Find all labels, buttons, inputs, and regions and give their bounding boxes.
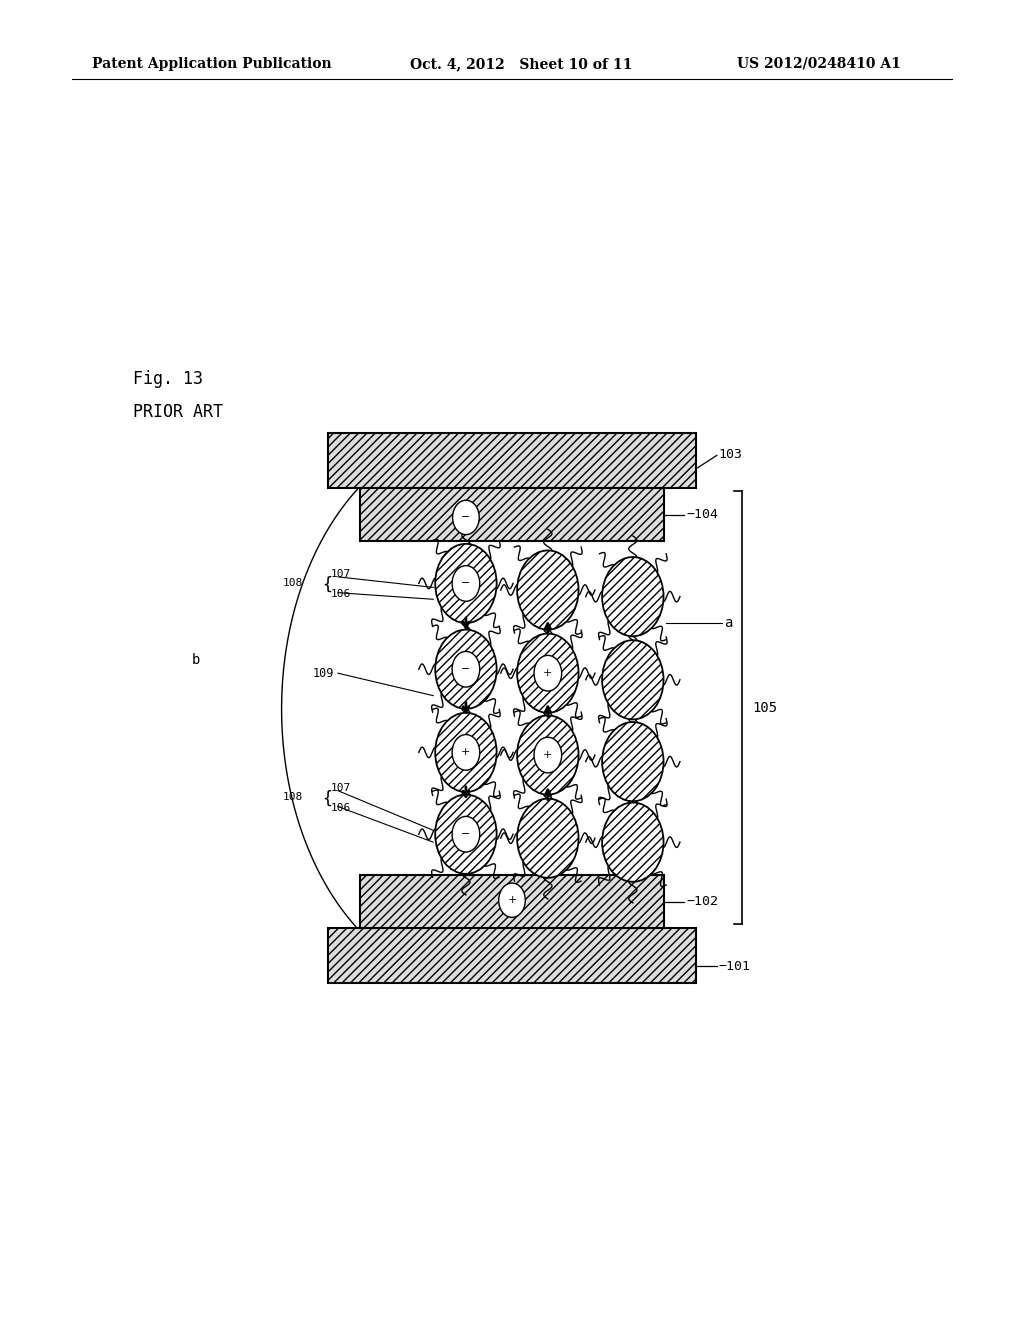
Text: −102: −102: [686, 895, 718, 908]
Circle shape: [453, 816, 479, 853]
Text: +: +: [507, 895, 517, 906]
Text: +: +: [543, 750, 553, 760]
Circle shape: [435, 713, 497, 792]
Bar: [328, 433, 696, 488]
Circle shape: [435, 630, 497, 709]
Circle shape: [535, 737, 561, 774]
Text: 109: 109: [312, 667, 334, 680]
Text: 106: 106: [331, 803, 351, 813]
Text: −: −: [461, 829, 471, 840]
Text: 107: 107: [331, 569, 351, 579]
Text: 106: 106: [331, 589, 351, 599]
Circle shape: [602, 640, 664, 719]
Text: −104: −104: [686, 508, 718, 521]
Circle shape: [535, 656, 561, 692]
Circle shape: [453, 500, 479, 535]
Circle shape: [517, 715, 579, 795]
Text: +: +: [461, 747, 471, 758]
Text: −: −: [461, 664, 471, 675]
Bar: [360, 875, 664, 928]
Bar: [328, 928, 696, 983]
Circle shape: [602, 803, 664, 882]
Circle shape: [602, 557, 664, 636]
Text: Oct. 4, 2012   Sheet 10 of 11: Oct. 4, 2012 Sheet 10 of 11: [410, 57, 632, 71]
Text: 108: 108: [283, 792, 303, 803]
Text: a: a: [724, 616, 732, 630]
Text: {: {: [323, 789, 333, 808]
Bar: [360, 488, 664, 541]
Circle shape: [602, 722, 664, 801]
Text: PRIOR ART: PRIOR ART: [133, 403, 223, 421]
Circle shape: [517, 550, 579, 630]
Circle shape: [517, 634, 579, 713]
Text: b: b: [191, 653, 200, 667]
Text: −101: −101: [719, 960, 751, 973]
Text: {: {: [323, 576, 333, 594]
Text: US 2012/0248410 A1: US 2012/0248410 A1: [737, 57, 901, 71]
Text: 108: 108: [283, 578, 303, 589]
Circle shape: [453, 651, 479, 686]
Circle shape: [435, 544, 497, 623]
Circle shape: [517, 799, 579, 878]
Text: −: −: [461, 578, 471, 589]
Text: Fig. 13: Fig. 13: [133, 370, 203, 388]
Text: 105: 105: [753, 701, 778, 714]
Text: 107: 107: [331, 783, 351, 793]
Text: Patent Application Publication: Patent Application Publication: [92, 57, 332, 71]
Text: +: +: [543, 668, 553, 678]
Circle shape: [499, 883, 525, 917]
Circle shape: [453, 734, 479, 771]
Text: −: −: [461, 512, 471, 523]
Text: 103: 103: [719, 447, 742, 461]
Circle shape: [453, 565, 479, 602]
Circle shape: [435, 795, 497, 874]
